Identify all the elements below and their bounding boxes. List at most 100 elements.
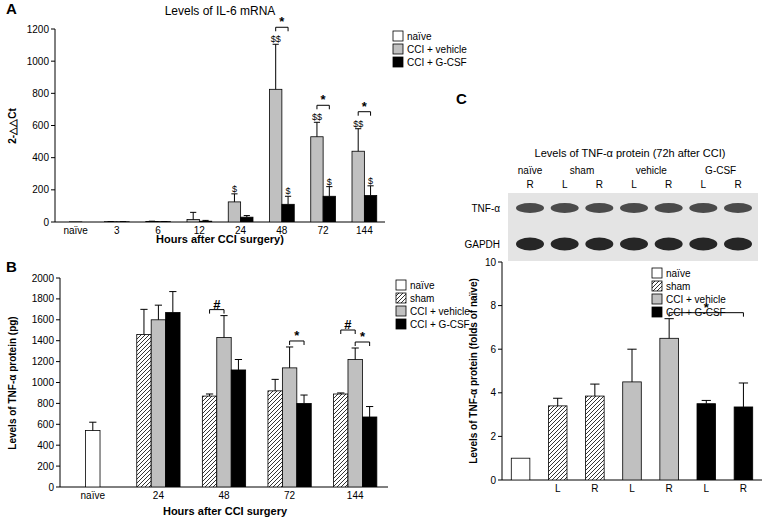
y-tick <box>56 424 60 425</box>
error-bar <box>352 348 359 359</box>
bar <box>151 320 165 487</box>
y-tick <box>56 340 60 341</box>
group-label: naïve <box>518 165 543 176</box>
y-tick <box>498 480 502 481</box>
y-tick <box>56 466 60 467</box>
y-tick <box>56 278 60 279</box>
x-axis-label: Hours after CCI surgery <box>163 505 288 517</box>
blot-title: Levels of TNF-α protein (72h after CCI) <box>535 147 726 159</box>
band <box>620 238 648 251</box>
significance-note: $$ <box>312 112 322 122</box>
group-label: G-CSF <box>705 165 736 176</box>
chart-title: Levels of IL-6 mRNA <box>165 4 276 18</box>
bar <box>199 221 211 222</box>
legend-swatch <box>652 294 662 304</box>
legend-swatch <box>652 281 662 291</box>
significance-note: $ <box>327 177 332 187</box>
error-bar <box>206 394 213 396</box>
panel-label: C <box>456 90 467 107</box>
error-bar <box>140 309 147 334</box>
band <box>655 238 683 251</box>
x-tick-label: L <box>704 483 710 494</box>
x-tick-label: 24 <box>153 490 165 501</box>
lane-label: L <box>631 179 637 190</box>
band <box>620 203 648 213</box>
bar <box>86 431 100 487</box>
legend-label: naïve <box>407 31 432 42</box>
bar <box>311 137 323 222</box>
bar <box>217 338 231 487</box>
bar <box>334 394 348 487</box>
lane-label: L <box>562 179 568 190</box>
y-tick-label: 6 <box>490 344 496 355</box>
error-bar <box>120 221 126 222</box>
y-tick <box>498 392 502 393</box>
band <box>516 238 544 251</box>
blot-membrane <box>508 193 758 261</box>
panel-label: A <box>6 0 17 17</box>
blot: Levels of TNF-α protein (72h after CCI) R… <box>464 147 758 261</box>
y-tick-label: 1600 <box>32 314 55 325</box>
bar <box>105 221 117 222</box>
y-tick-label: 0 <box>43 217 49 228</box>
significance-note: $ <box>286 186 291 196</box>
y-tick <box>51 222 55 223</box>
legend-swatch <box>393 44 403 54</box>
error-bar <box>108 221 114 222</box>
lane-label: R <box>734 179 741 190</box>
y-tick-label: 400 <box>32 152 49 163</box>
legend-label: CCI + vehicle <box>666 294 726 305</box>
error-bar <box>202 220 208 222</box>
band <box>724 203 752 213</box>
y-tick <box>498 262 502 263</box>
x-axis-label: Hours after CCI surgery) <box>156 233 284 245</box>
error-bar <box>169 292 176 313</box>
chart-1: BHours after CCI surgeryLevels of TNF-α … <box>6 258 470 517</box>
bar <box>187 220 199 222</box>
y-tick <box>56 403 60 404</box>
panel-label: B <box>6 258 17 275</box>
y-tick-label: 400 <box>37 440 54 451</box>
significance-note: $$ <box>353 119 363 129</box>
error-bar <box>665 319 674 339</box>
y-tick-label: 2000 <box>32 273 55 284</box>
x-tick-label: R <box>591 483 598 494</box>
bar <box>352 151 364 222</box>
y-tick <box>498 349 502 350</box>
x-tick-label: 12 <box>194 225 206 236</box>
x-tick-label: 144 <box>347 490 364 501</box>
y-tick-label: 0 <box>48 482 54 493</box>
error-bar <box>272 379 279 390</box>
annotation: * <box>279 14 285 29</box>
band <box>551 203 579 213</box>
y-tick-label: 200 <box>37 461 54 472</box>
legend-label: CCI + G-CSF <box>666 307 726 318</box>
bar <box>202 396 216 487</box>
y-tick-label: 200 <box>32 184 49 195</box>
bar <box>282 204 294 222</box>
band <box>585 203 613 213</box>
annotation: # <box>344 317 352 332</box>
error-bar <box>149 221 155 222</box>
bar <box>166 312 180 487</box>
y-tick-label: 600 <box>32 120 49 131</box>
y-tick <box>56 382 60 383</box>
error-bar <box>367 186 373 196</box>
y-tick <box>51 61 55 62</box>
chart-0: A Levels of IL-6 mRNA Hours after CCI surg… <box>6 0 467 245</box>
figure: A Levels of IL-6 mRNA Hours after CCI surg… <box>0 0 767 525</box>
error-bar <box>553 398 562 406</box>
bar <box>734 407 753 480</box>
bar <box>623 382 642 480</box>
x-tick-label: R <box>740 483 747 494</box>
bar <box>660 338 679 480</box>
error-bar <box>337 393 344 394</box>
lane-label: L <box>701 179 707 190</box>
legend-swatch <box>396 319 406 329</box>
bar <box>231 370 245 487</box>
lane-label: R <box>596 179 603 190</box>
x-tick-label: R <box>666 483 673 494</box>
y-tick <box>56 361 60 362</box>
x-tick-label: naïve <box>63 225 88 236</box>
y-tick-label: 800 <box>32 88 49 99</box>
